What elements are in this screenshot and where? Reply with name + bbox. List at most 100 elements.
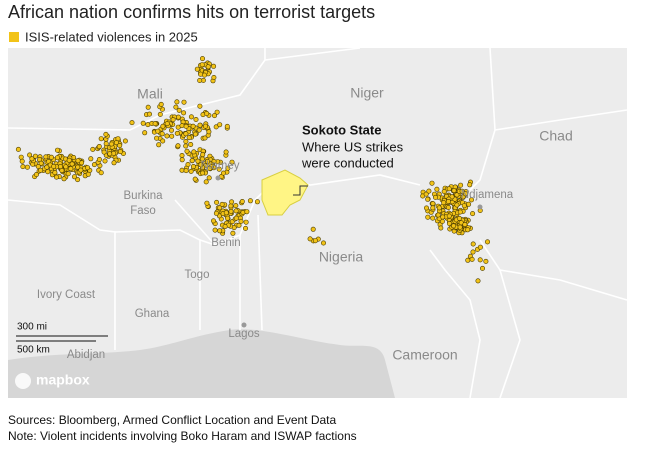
incident-dot — [461, 203, 467, 209]
incident-dot — [65, 171, 71, 177]
incident-dot — [312, 238, 318, 244]
incident-dot — [142, 130, 148, 136]
incident-dot — [179, 153, 185, 159]
incident-dot — [140, 120, 146, 126]
sokoto-state — [261, 169, 309, 216]
city-label: Lagos — [228, 328, 260, 340]
incident-dot — [238, 218, 244, 224]
incident-dot — [183, 123, 189, 129]
incident-dot — [164, 133, 170, 139]
incident-dot — [222, 224, 228, 230]
city-marker — [215, 175, 221, 181]
country-label: Ghana — [135, 308, 170, 320]
incident-dot — [185, 162, 191, 168]
incident-dot — [445, 199, 451, 205]
incident-dot — [204, 200, 210, 206]
incident-dot — [213, 124, 219, 130]
incident-dot — [219, 201, 225, 207]
incident-dot — [103, 131, 109, 137]
country-label: Togo — [185, 269, 210, 281]
incident-dot — [53, 174, 59, 180]
incident-dot — [236, 222, 242, 228]
incident-dot — [147, 111, 153, 117]
incident-dot — [85, 165, 91, 171]
incident-dot — [470, 211, 476, 217]
country-label: Faso — [130, 205, 156, 217]
incident-dot — [233, 203, 239, 209]
country-label: Benin — [211, 237, 240, 249]
incident-dot — [247, 198, 253, 204]
incident-dot — [307, 236, 313, 242]
incident-dot — [446, 186, 452, 192]
incident-dot — [197, 103, 203, 109]
city-label: Ndjamena — [461, 189, 514, 201]
incident-dot — [477, 257, 483, 263]
incident-dot — [445, 205, 451, 211]
incident-dot — [66, 157, 72, 163]
incident-dot — [96, 157, 102, 163]
callout-line — [293, 185, 308, 196]
mapbox-logo — [15, 373, 31, 389]
incident-dot — [195, 158, 201, 164]
incident-dot — [155, 128, 161, 134]
annotation-line: Where US strikes — [302, 139, 404, 154]
country-label: Ivory Coast — [37, 289, 96, 301]
incident-dot — [438, 225, 444, 231]
incident-dot — [233, 215, 239, 221]
incident-dot — [57, 164, 63, 170]
incident-dot — [117, 143, 123, 149]
incident-dot — [435, 212, 441, 218]
incident-dot — [191, 164, 197, 170]
incident-dot — [484, 239, 490, 245]
incident-dot — [90, 146, 96, 152]
incident-dot — [459, 188, 465, 194]
incident-dot — [189, 158, 195, 164]
incident-dot — [244, 209, 250, 215]
incident-dot — [96, 144, 102, 150]
incident-dot — [159, 131, 165, 137]
incident-dot — [467, 182, 473, 188]
incident-dot — [38, 167, 44, 173]
incident-dot — [223, 149, 229, 155]
incident-dot — [454, 202, 460, 208]
incident-dot — [192, 131, 198, 137]
incident-dot — [214, 109, 220, 115]
incident-dot — [243, 219, 249, 225]
country-label: Cameroon — [392, 347, 457, 363]
map: Mali Niger Chad Burkina Faso Niamey Beni… — [7, 47, 628, 399]
incident-dot — [117, 149, 123, 155]
city-marker — [241, 322, 247, 328]
incident-dot — [479, 265, 485, 271]
incident-dot — [225, 165, 231, 171]
incident-dot — [217, 122, 223, 128]
incident-dot — [188, 142, 194, 148]
incident-dot — [483, 258, 489, 264]
incident-dot — [458, 182, 464, 188]
incident-dot — [24, 164, 30, 170]
incident-dot — [224, 123, 230, 129]
incident-dot — [207, 165, 213, 171]
incident-dot — [190, 123, 196, 129]
country-label: Niger — [350, 85, 384, 101]
incident-dot — [111, 160, 117, 166]
land — [8, 48, 627, 398]
incident-dot — [184, 148, 190, 154]
incident-dot — [44, 164, 50, 170]
incident-dot — [254, 199, 260, 205]
incident-dot — [174, 99, 180, 105]
incident-dot — [160, 123, 166, 129]
incident-dot — [45, 169, 51, 175]
incident-dot — [103, 141, 109, 147]
incident-dot — [457, 224, 463, 230]
incident-dot — [199, 62, 205, 68]
incident-dot — [206, 175, 212, 181]
city-marker — [477, 204, 483, 210]
incident-dot — [78, 167, 84, 173]
note: Note: Violent incidents involving Boko H… — [8, 429, 357, 443]
incident-dot — [176, 107, 182, 113]
incident-dot — [91, 162, 97, 168]
incident-dot — [164, 121, 170, 127]
incident-dot — [33, 172, 39, 178]
incident-dot — [310, 226, 316, 232]
incident-dot — [425, 214, 431, 220]
